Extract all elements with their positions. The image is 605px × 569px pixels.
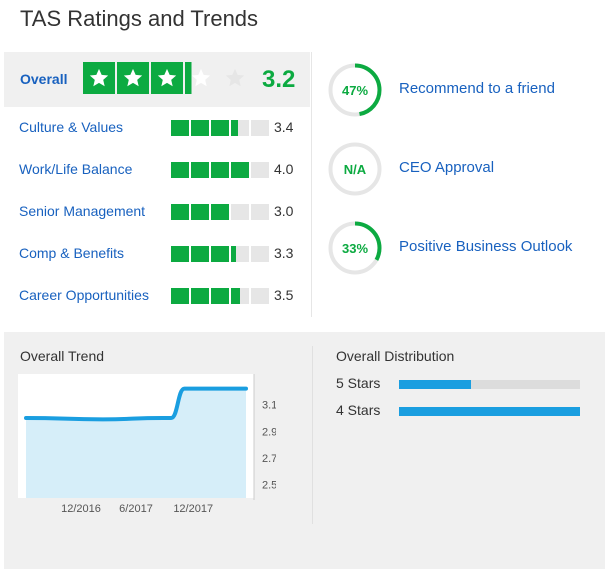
- category-value: 3.0: [274, 203, 294, 219]
- progress-ring-icon: [328, 63, 382, 117]
- progress-ring-icon: [328, 221, 382, 275]
- overall-stars: [83, 62, 253, 94]
- category-value: 4.0: [274, 161, 294, 177]
- category-label[interactable]: Work/Life Balance: [19, 161, 133, 177]
- recommend-link[interactable]: Recommend to a friend: [399, 80, 555, 97]
- rating-segment: [171, 246, 189, 262]
- trend-line: [24, 386, 248, 422]
- distribution-row-5-stars: 5 Stars: [336, 375, 586, 393]
- recommend-indicator: 47% Recommend to a friend: [328, 63, 598, 119]
- business-outlook-percent: 33%: [341, 240, 369, 256]
- overall-value: 3.2: [262, 66, 296, 93]
- x-tick-label: 6/2017: [119, 503, 153, 514]
- rating-segment: [231, 120, 249, 136]
- category-value: 3.5: [274, 287, 294, 303]
- y-tick-label: 2.7: [262, 453, 276, 465]
- rating-segment: [171, 120, 189, 136]
- category-label[interactable]: Career Opportunities: [19, 287, 149, 303]
- rating-segment: [211, 288, 229, 304]
- star-icon: [185, 62, 217, 94]
- rating-segment: [251, 246, 269, 262]
- rating-segment: [231, 162, 249, 178]
- rating-segment: [231, 246, 249, 262]
- category-bar: [171, 120, 271, 136]
- distribution-track: [399, 380, 580, 389]
- progress-arc: [328, 63, 382, 117]
- star-icon: [117, 62, 149, 94]
- rating-segment: [251, 204, 269, 220]
- category-bar: [171, 288, 271, 304]
- distribution-label: 5 Stars: [336, 375, 381, 391]
- rating-segment: [191, 246, 209, 262]
- y-tick-label: 3.1: [262, 400, 276, 412]
- business-outlook-link[interactable]: Positive Business Outlook: [399, 238, 573, 255]
- ceo-approval-link[interactable]: CEO Approval: [399, 159, 495, 176]
- vertical-divider: [311, 52, 312, 317]
- category-bar: [171, 204, 271, 220]
- rating-segment: [231, 204, 249, 220]
- progress-ring-icon: [328, 142, 382, 196]
- recommend-percent: 47%: [341, 82, 369, 98]
- rating-segment: [191, 120, 209, 136]
- ceo-approval-indicator: N/A CEO Approval: [328, 142, 598, 198]
- rating-segment: [231, 288, 249, 304]
- rating-segment: [251, 120, 269, 136]
- ratings-panel: Overall 3.2 Culture & Values 3.4 Work/Li…: [4, 52, 310, 317]
- category-bar: [171, 246, 271, 262]
- rating-segment: [191, 162, 209, 178]
- category-row-comp-benefits: Comp & Benefits 3.3: [4, 243, 310, 265]
- rating-segment: [191, 288, 209, 304]
- trends-section: Overall Trend 3.1 2.9 2.7 2.5 12/2016 6/2017 1…: [4, 332, 605, 569]
- rating-segment: [191, 204, 209, 220]
- star-icon: [83, 62, 115, 94]
- y-tick-label: 2.9: [262, 426, 276, 438]
- section-divider: [312, 346, 313, 524]
- y-tick-label: 2.5: [262, 480, 276, 492]
- rating-segment: [171, 288, 189, 304]
- category-value: 3.4: [274, 119, 294, 135]
- x-tick-label: 12/2016: [61, 503, 101, 514]
- page-title: TAS Ratings and Trends: [20, 6, 259, 31]
- category-row-career: Career Opportunities 3.5: [4, 285, 310, 307]
- rating-segment: [251, 162, 269, 178]
- rating-segment: [171, 162, 189, 178]
- distribution-fill: [399, 380, 472, 389]
- rating-segment: [211, 120, 229, 136]
- ceo-approval-percent: N/A: [343, 161, 367, 177]
- x-tick-label: 12/2017: [173, 503, 213, 514]
- star-icon: [151, 62, 183, 94]
- category-label[interactable]: Senior Management: [19, 203, 146, 219]
- overall-trend-chart: 3.1 2.9 2.7 2.5 12/2016 6/2017 12/2017: [18, 374, 276, 514]
- category-label[interactable]: Culture & Values: [19, 119, 124, 135]
- star-icon: [219, 62, 251, 94]
- distribution-row-4-stars: 4 Stars: [336, 402, 586, 420]
- distribution-label: 4 Stars: [336, 402, 381, 418]
- business-outlook-indicator: 33% Positive Business Outlook: [328, 221, 598, 277]
- category-row-senior-management: Senior Management 3.0: [4, 201, 310, 223]
- category-label[interactable]: Comp & Benefits: [19, 245, 125, 261]
- distribution-fill: [399, 407, 580, 416]
- progress-arc: [328, 221, 382, 275]
- distribution-track: [399, 407, 580, 416]
- trend-title: Overall Trend: [20, 348, 105, 364]
- overall-rating-row: Overall 3.2: [4, 52, 310, 107]
- distribution-title: Overall Distribution: [336, 348, 455, 364]
- rating-segment: [171, 204, 189, 220]
- trend-area: [26, 388, 246, 498]
- category-row-culture: Culture & Values 3.4: [4, 117, 310, 139]
- rating-segment: [211, 204, 229, 220]
- rating-segment: [211, 246, 229, 262]
- rating-segment: [251, 288, 269, 304]
- category-row-work-life: Work/Life Balance 4.0: [4, 159, 310, 181]
- category-value: 3.3: [274, 245, 294, 261]
- overall-label[interactable]: Overall: [20, 71, 68, 87]
- category-bar: [171, 162, 271, 178]
- rating-segment: [211, 162, 229, 178]
